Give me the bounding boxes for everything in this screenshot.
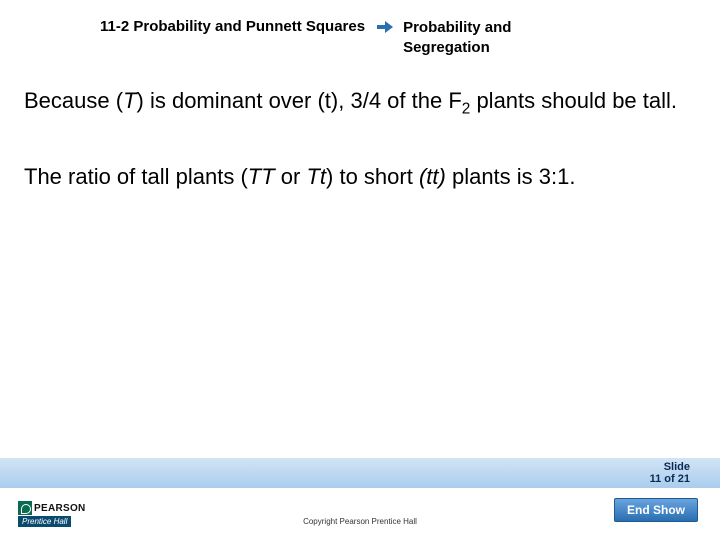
text: ) is dominant over (t), 3/4 of the F	[137, 88, 462, 113]
slide-number-label: Slide 11 of 21	[650, 461, 690, 485]
current-slide: 11	[650, 473, 662, 485]
text: ) to short	[326, 164, 419, 189]
text: or	[275, 164, 307, 189]
pearson-mark-icon	[18, 501, 32, 515]
section-title: 11-2 Probability and Punnett Squares	[100, 18, 365, 35]
text-italic: T	[123, 88, 136, 113]
slide-header: 11-2 Probability and Punnett Squares Pro…	[0, 0, 720, 57]
text: of	[661, 473, 678, 485]
paragraph-2: The ratio of tall plants (TT or Tt) to s…	[24, 163, 696, 191]
text-italic: Tt	[306, 164, 326, 189]
slide-subtitle: Probability and Segregation	[403, 18, 563, 57]
slide-content: Because (T) is dominant over (t), 3/4 of…	[0, 57, 720, 190]
text-italic: TT	[248, 164, 275, 189]
prentice-hall-text: Prentice Hall	[18, 516, 71, 527]
text: Slide	[650, 461, 690, 473]
arrow-right-icon	[377, 20, 391, 34]
pearson-text: PEARSON	[34, 503, 86, 514]
publisher-logo: PEARSON Prentice Hall	[18, 501, 86, 527]
pearson-logo: PEARSON	[18, 501, 86, 515]
text: plants is 3:1.	[446, 164, 576, 189]
text: plants should be tall.	[470, 88, 677, 113]
text: The ratio of tall plants (	[24, 164, 248, 189]
end-show-button[interactable]: End Show	[614, 498, 698, 522]
text-italic: (tt)	[419, 164, 446, 189]
slide-number-bar: Slide 11 of 21	[0, 458, 720, 488]
text: Because (	[24, 88, 123, 113]
paragraph-1: Because (T) is dominant over (t), 3/4 of…	[24, 87, 696, 119]
slide-footer: PEARSON Prentice Hall Copyright Pearson …	[0, 488, 720, 540]
total-slides: 21	[678, 473, 690, 485]
copyright-text: Copyright Pearson Prentice Hall	[303, 517, 417, 526]
text: 11 of 21	[650, 473, 690, 485]
